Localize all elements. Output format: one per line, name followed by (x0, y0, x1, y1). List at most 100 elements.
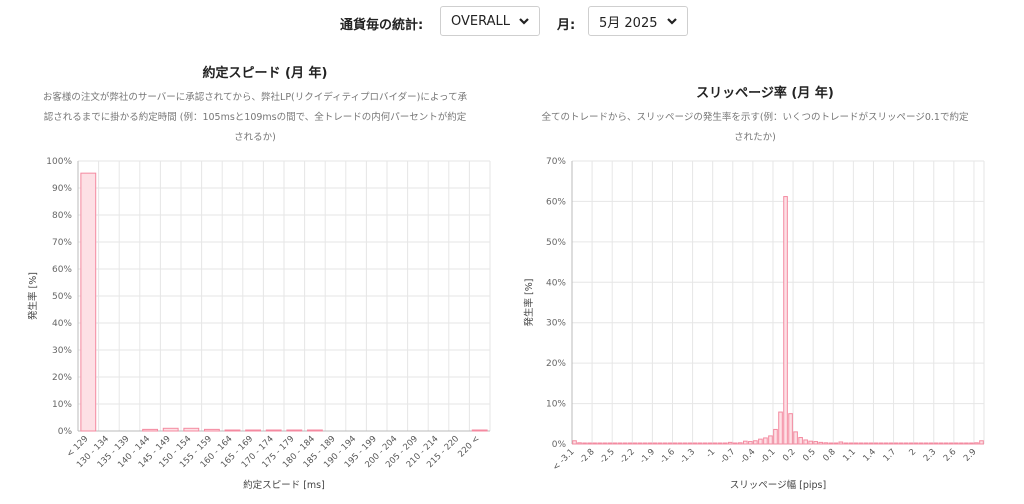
bar (888, 442, 894, 445)
bar (183, 427, 200, 432)
bar (707, 442, 713, 445)
slippage-description: 全てのトレードから、スリッページの発生率を示す(例：いくつのトレードがスリッペー… (541, 112, 969, 143)
y-tick-label: 70% (546, 157, 566, 167)
bar (632, 442, 638, 445)
y-tick-label: 50% (52, 292, 72, 302)
x-axis-title: 約定スピード [ms] (243, 479, 325, 491)
bar (853, 442, 859, 445)
bar (657, 442, 663, 445)
bar (738, 442, 743, 445)
bar (803, 439, 808, 445)
slippage-title: スリッページ率 (月 年) (696, 86, 834, 101)
bar (587, 442, 592, 445)
bar (863, 442, 869, 445)
x-tick-label: 0.8 (821, 447, 838, 464)
bar (969, 442, 974, 445)
x-tick-label: -0.1 (759, 447, 778, 466)
bar (964, 442, 969, 445)
bar (773, 428, 778, 445)
x-tick-label: -1.6 (658, 447, 677, 466)
bar (572, 440, 577, 445)
currency-select[interactable]: OVERALL (440, 6, 540, 36)
y-tick-label: 60% (546, 197, 566, 207)
bar (582, 442, 587, 445)
bar (627, 442, 633, 445)
y-tick-label: 100% (46, 157, 72, 167)
x-tick-label: -1.9 (638, 447, 657, 466)
bar (818, 441, 824, 445)
bar (873, 442, 879, 445)
x-tick-label: 0.5 (801, 447, 818, 464)
y-tick-label: 60% (52, 265, 72, 275)
x-tick-label: 2.3 (922, 447, 939, 464)
bar (938, 442, 944, 445)
bar (823, 442, 829, 445)
bar (471, 429, 488, 432)
bar (778, 411, 783, 445)
x-tick-label: -0.7 (719, 447, 738, 466)
stats-filter-bar: 通貨毎の統計: OVERALL 月: 5月 2025 (0, 6, 1024, 38)
bar (607, 442, 612, 445)
bar (838, 441, 844, 445)
bar (602, 442, 607, 445)
bar (908, 442, 914, 445)
bar (306, 429, 323, 432)
x-tick-label: 2.9 (962, 447, 979, 464)
y-axis-title: 発生率 [%] (523, 279, 535, 327)
bar (858, 442, 864, 445)
bar (622, 442, 628, 445)
y-tick-label: 10% (52, 400, 72, 410)
bar (798, 437, 803, 445)
bar (687, 442, 693, 445)
bar (224, 429, 241, 432)
bar (793, 431, 798, 445)
x-tick-label: -0.4 (739, 447, 758, 466)
y-tick-label: 80% (52, 211, 72, 221)
slippage-chart: 0% 10% 20% 30% 40% 50% 60% 70% < -3.1 -2.8 -2.5 -2.… (523, 157, 985, 491)
bar (667, 442, 673, 445)
bar (717, 442, 723, 445)
x-axis-title: スリッページ幅 [pips] (730, 479, 826, 491)
bar (647, 442, 653, 445)
bar (959, 442, 964, 445)
x-tick-label: -1 (704, 447, 717, 460)
x-tick-label: -2.2 (618, 447, 637, 466)
currency-select-value: OVERALL (451, 13, 510, 29)
bar (949, 442, 954, 445)
bar (848, 442, 854, 445)
bar (903, 442, 909, 445)
y-tick-label: 30% (52, 346, 72, 356)
bar (923, 442, 929, 445)
bar (883, 442, 889, 445)
bar (954, 442, 959, 445)
bar (692, 442, 698, 445)
bar (928, 442, 934, 445)
y-tick-label: 30% (546, 319, 566, 329)
bar (748, 441, 753, 445)
x-tick-label: -2.5 (598, 447, 617, 466)
bar (833, 442, 839, 445)
bar (918, 442, 924, 445)
bar (868, 442, 874, 445)
month-select[interactable]: 5月 2025 (588, 6, 688, 36)
bar (162, 427, 179, 432)
bar (612, 442, 618, 445)
bar (286, 429, 303, 432)
x-tick-label: 2.6 (942, 447, 959, 464)
bar (788, 413, 793, 445)
x-tick-label: < -3.1 (551, 447, 577, 473)
bar (702, 442, 708, 445)
currency-label: 通貨毎の統計: (340, 18, 424, 33)
bar (843, 442, 849, 445)
bar (727, 441, 733, 445)
bar (142, 428, 159, 432)
x-tick-label: 0.2 (781, 447, 798, 464)
bar (617, 442, 623, 445)
execution-speed-title: 約定スピード (月 年) (202, 66, 328, 81)
bar (245, 429, 262, 432)
bar (732, 442, 738, 445)
bar (203, 428, 220, 432)
y-tick-label: 70% (52, 238, 72, 248)
bar (597, 442, 602, 445)
bar (265, 429, 282, 432)
